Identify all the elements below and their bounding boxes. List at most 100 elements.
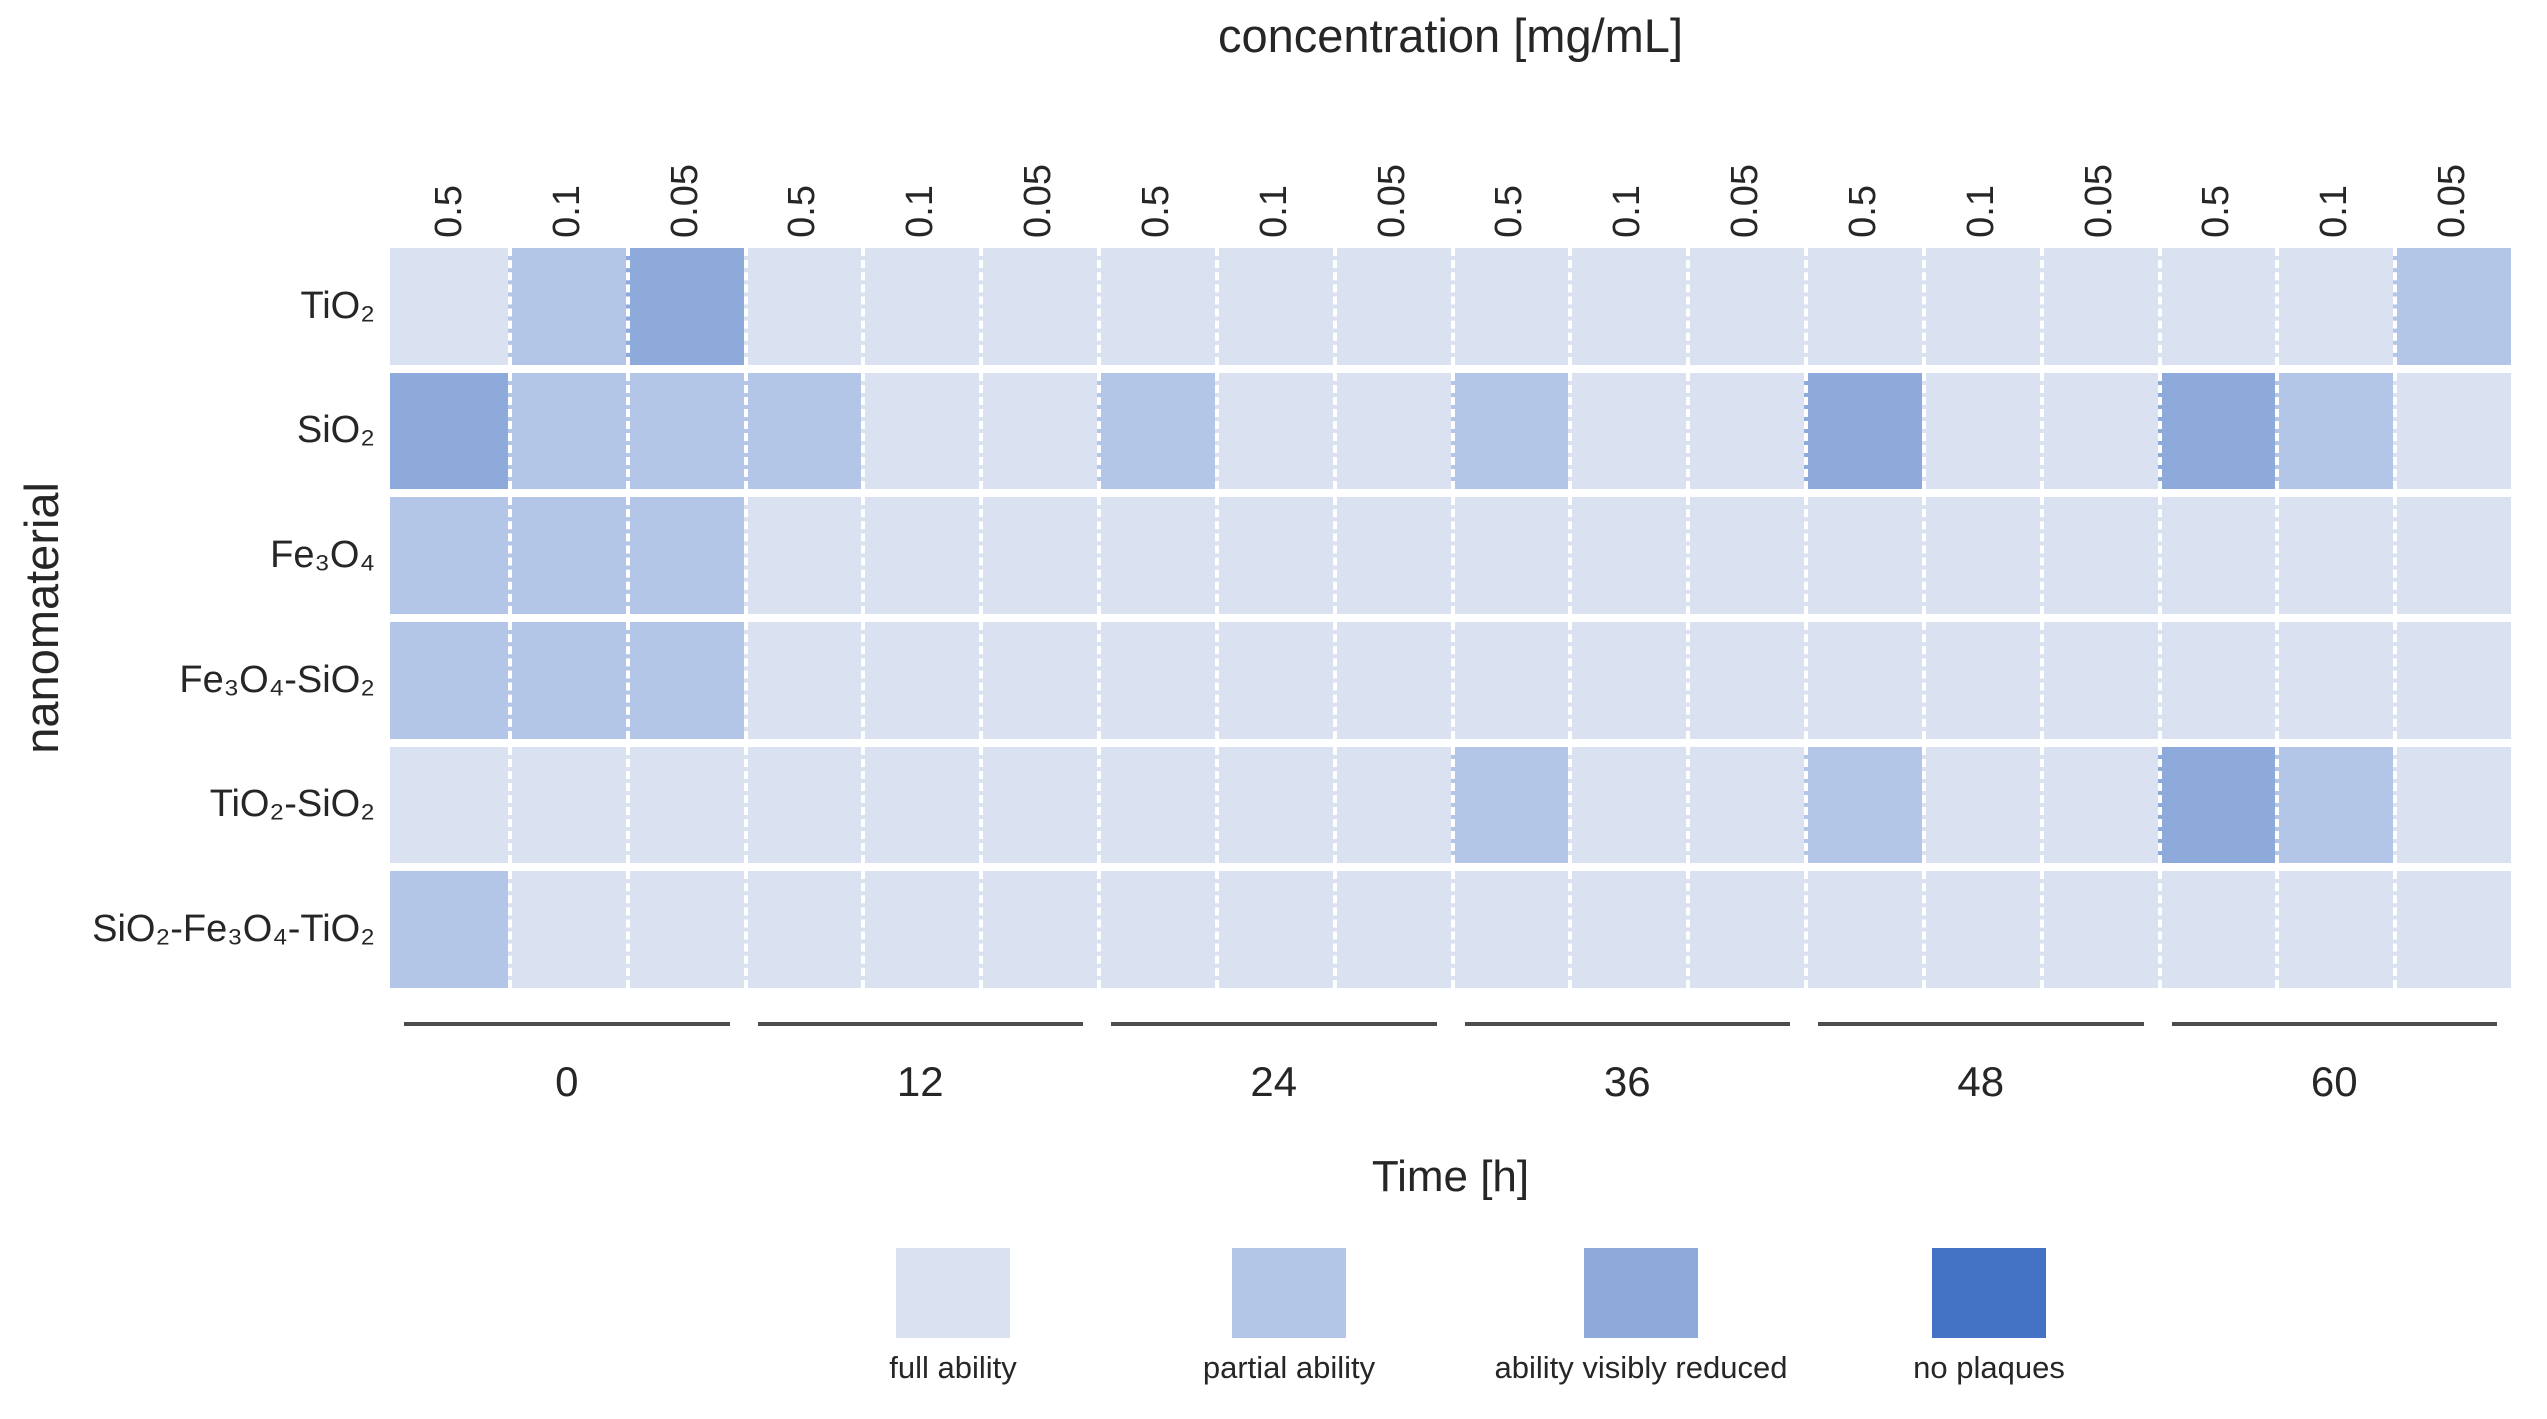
time-group: 12 (744, 1022, 1098, 1106)
heatmap-cell (1686, 497, 1804, 614)
row-label: SiO₂ (296, 409, 375, 452)
concentration-tick-label: 0.1 (1959, 185, 2002, 238)
heatmap-cell (390, 871, 508, 988)
legend-swatch (896, 1248, 1010, 1338)
concentration-tick: 0.5 (2158, 88, 2276, 238)
heatmap-cell (1921, 372, 2040, 490)
concentration-tick: 0.1 (2275, 88, 2393, 238)
concentration-tick-label: 0.1 (1606, 185, 1649, 238)
time-group-line (404, 1022, 730, 1026)
heatmap-cell (1450, 248, 1569, 365)
legend-label-wrap: ability visibly reduced (1495, 1338, 1788, 1386)
concentration-axis: 0.5 0.1 0.05 0.5 0.1 0.05 0.5 0.1 0.05 0.5 0.1 0.05… (390, 88, 2511, 238)
heatmap-cell (1214, 248, 1333, 365)
legend-item: ability visibly reduced (1495, 1248, 1788, 1386)
heatmap-cell (2275, 372, 2394, 490)
legend-label: no plaques (1913, 1350, 2065, 1385)
heatmap-cell (861, 248, 980, 365)
row-label: TiO₂-SiO₂ (209, 783, 375, 826)
row-label: SiO₂-Fe₃O₄-TiO₂ (92, 908, 375, 951)
heatmap-cell (2393, 497, 2511, 614)
concentration-tick-label: 0.5 (1841, 185, 1884, 238)
legend-item: full ability (889, 1248, 1017, 1386)
heatmap-cell (1097, 497, 1215, 614)
time-group: 36 (1451, 1022, 1805, 1106)
heatmap-cell (861, 746, 980, 864)
concentration-tick-label: 0.1 (1252, 185, 1295, 238)
heatmap-cell (1097, 621, 1215, 739)
heatmap-cell (1921, 746, 2040, 864)
heatmap-cell (1097, 871, 1215, 988)
time-axis: 0 12 24 36 48 60 (390, 1022, 2511, 1106)
concentration-tick: 0.1 (1215, 88, 1333, 238)
concentration-tick: 0.5 (1451, 88, 1569, 238)
concentration-tick-label: 0.05 (663, 164, 706, 238)
heatmap-cell (861, 621, 980, 739)
heatmap-cell (1686, 871, 1804, 988)
heatmap-cell (2157, 621, 2276, 739)
time-group: 60 (2158, 1022, 2512, 1106)
concentration-tick-label: 0.1 (899, 185, 942, 238)
concentration-tick: 0.5 (1097, 88, 1215, 238)
concentration-tick: 0.05 (1686, 88, 1804, 238)
heatmap-cell (1568, 871, 1687, 988)
heatmap-cell (625, 871, 744, 988)
concentration-tick: 0.5 (1804, 88, 1922, 238)
y-axis-label: nanomaterial (14, 482, 68, 754)
heatmap-cell (2157, 248, 2276, 365)
heatmap-cell (1568, 497, 1687, 614)
concentration-tick: 0.1 (1568, 88, 1686, 238)
heatmap-cell (625, 621, 744, 739)
heatmap-cell (743, 248, 862, 365)
heatmap-cell (625, 746, 744, 864)
heatmap-grid (390, 248, 2511, 988)
concentration-tick: 0.1 (508, 88, 626, 238)
heatmap-cell (1214, 746, 1333, 864)
heatmap-cell (390, 497, 508, 614)
time-group-line (1111, 1022, 1437, 1026)
concentration-tick-label: 0.05 (1370, 164, 1413, 238)
concentration-tick: 0.1 (1922, 88, 2040, 238)
legend-label: full ability (889, 1350, 1017, 1385)
concentration-tick: 0.1 (861, 88, 979, 238)
x-axis-label: Time [h] (1371, 1152, 1530, 1201)
heatmap-cell (1332, 621, 1451, 739)
time-tick-label: 36 (1603, 1058, 1651, 1105)
heatmap-cell (390, 248, 508, 365)
heatmap-cell (2157, 871, 2276, 988)
heatmap-cell (861, 497, 980, 614)
time-group: 48 (1804, 1022, 2158, 1106)
heatmap-cell (743, 497, 862, 614)
heatmap-cell (1450, 497, 1569, 614)
heatmap-cell (2393, 746, 2511, 864)
heatmap-cell (1804, 621, 1922, 739)
heatmap-cell (1450, 621, 1569, 739)
time-group-line (757, 1022, 1083, 1026)
legend-label-wrap: partial ability (1203, 1338, 1375, 1386)
heatmap-cell (861, 871, 980, 988)
heatmap-cell (2275, 497, 2394, 614)
heatmap-cell (1214, 621, 1333, 739)
heatmap-cell (1686, 248, 1804, 365)
heatmap-cell (1686, 746, 1804, 864)
concentration-tick: 0.5 (744, 88, 862, 238)
heatmap-cell (979, 248, 1097, 365)
heatmap-cell (2393, 621, 2511, 739)
heatmap-cell (861, 372, 980, 490)
heatmap-cell (390, 621, 508, 739)
time-tick-label: 60 (2310, 1058, 2358, 1105)
heatmap-cell (2275, 871, 2394, 988)
concentration-tick-label: 0.05 (2077, 164, 2120, 238)
legend-label: ability visibly reduced (1494, 1350, 1788, 1385)
heatmap-cell (1097, 248, 1215, 365)
concentration-tick-label: 0.05 (1724, 164, 1767, 238)
heatmap-cell (1332, 497, 1451, 614)
heatmap-cell (1804, 497, 1922, 614)
heatmap-cell (2039, 871, 2158, 988)
concentration-tick-label: 0.5 (427, 185, 470, 238)
concentration-tick: 0.5 (390, 88, 508, 238)
heatmap-cell (625, 372, 744, 490)
time-group-line (1818, 1022, 2144, 1026)
heatmap-cell (1921, 497, 2040, 614)
